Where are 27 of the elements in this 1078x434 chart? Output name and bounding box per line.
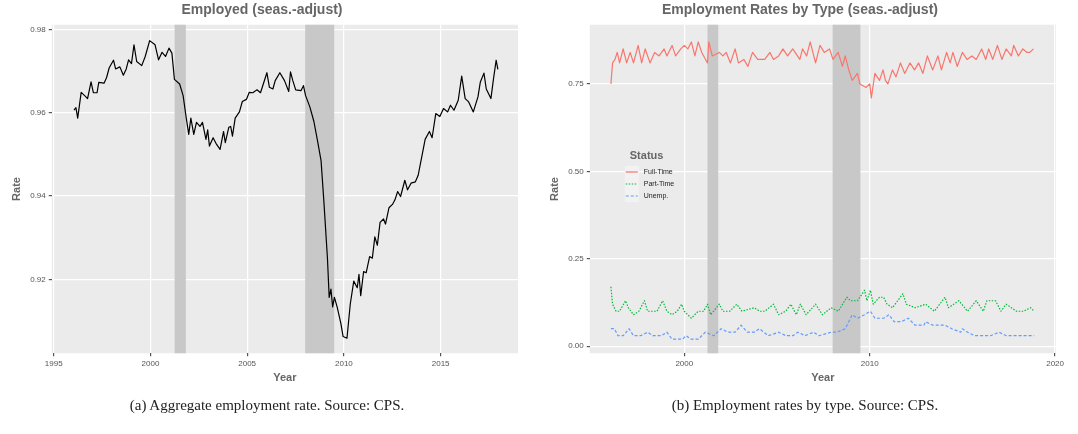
y-axis-title: Rate bbox=[9, 177, 22, 201]
chart-title: Employed (seas.-adjust) bbox=[181, 1, 343, 18]
y-tick-label: 0.94 bbox=[30, 191, 47, 201]
text: (a) Aggregate employment rate. Source: CPS. bbox=[128, 397, 406, 414]
x-axis-title: Year bbox=[811, 371, 836, 384]
legend-title: Status bbox=[629, 149, 664, 162]
text: (b) Employment rates by type. Source: CPS. bbox=[670, 397, 940, 414]
x-tick-label: 2020 bbox=[1046, 359, 1065, 369]
x-axis-title: Year bbox=[273, 371, 298, 384]
x-tick-label: 2010 bbox=[860, 359, 880, 369]
y-tick-label: 0.50 bbox=[568, 166, 585, 176]
y-axis-title: Rate bbox=[547, 177, 560, 201]
y-tick-label: 0.96 bbox=[30, 107, 47, 117]
chart-title: Employment Rates by Type (seas.-adjust) bbox=[662, 1, 938, 18]
x-tick-label: 2000 bbox=[141, 359, 160, 369]
line-series bbox=[610, 310, 1035, 340]
x-tick-label: 2010 bbox=[334, 359, 354, 369]
y-tick-label: 0.75 bbox=[568, 79, 585, 89]
y-tick-label: 0.25 bbox=[568, 253, 585, 263]
x-tick-label: 2015 bbox=[431, 359, 451, 369]
x-tick-label: 1995 bbox=[44, 359, 64, 369]
y-tick-label: 0.98 bbox=[30, 24, 47, 34]
x-tick-label: 2000 bbox=[675, 359, 694, 369]
x-tick-label: 2005 bbox=[238, 359, 257, 369]
line-series bbox=[610, 286, 1035, 319]
y-tick-label: 0.00 bbox=[568, 341, 585, 351]
y-tick-label: 0.92 bbox=[30, 274, 47, 284]
